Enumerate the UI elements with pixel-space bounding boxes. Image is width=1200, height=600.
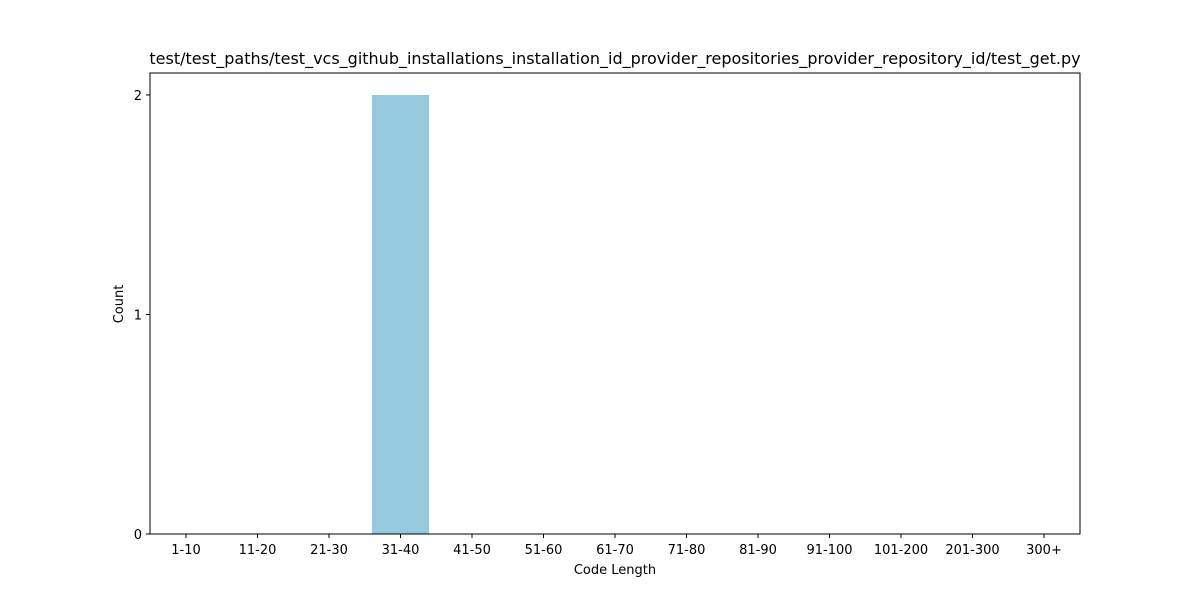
- bar-31-40: [371, 94, 430, 534]
- x-tick-label: 61-70: [596, 543, 634, 558]
- x-tick-label: 101-200: [874, 543, 928, 558]
- x-tick-label: 91-100: [806, 543, 852, 558]
- y-axis: 0 1 2: [134, 89, 150, 543]
- x-tick-label: 201-300: [945, 543, 999, 558]
- chart-title: test/test_paths/test_vcs_github_installa…: [149, 49, 1080, 69]
- x-tick-label: 21-30: [310, 543, 348, 558]
- y-tick-label: 1: [134, 308, 142, 323]
- x-tick-label: 11-20: [239, 543, 277, 558]
- y-tick-label: 0: [134, 528, 142, 543]
- y-axis-label: Count: [112, 285, 127, 324]
- x-tick-label: 81-90: [739, 543, 777, 558]
- x-tick-label: 71-80: [668, 543, 706, 558]
- bars: [371, 94, 430, 534]
- x-tick-label: 51-60: [525, 543, 563, 558]
- x-tick-label: 41-50: [453, 543, 491, 558]
- x-axis: 1-10 11-20 21-30 31-40 41-50 51-60 61-70 71-80 8…: [171, 534, 1062, 558]
- x-tick-label: 1-10: [171, 543, 201, 558]
- x-tick-label: 300+: [1026, 543, 1062, 558]
- x-tick-label: 31-40: [382, 543, 420, 558]
- y-tick-label: 2: [134, 89, 142, 104]
- x-axis-label: Code Length: [574, 563, 656, 578]
